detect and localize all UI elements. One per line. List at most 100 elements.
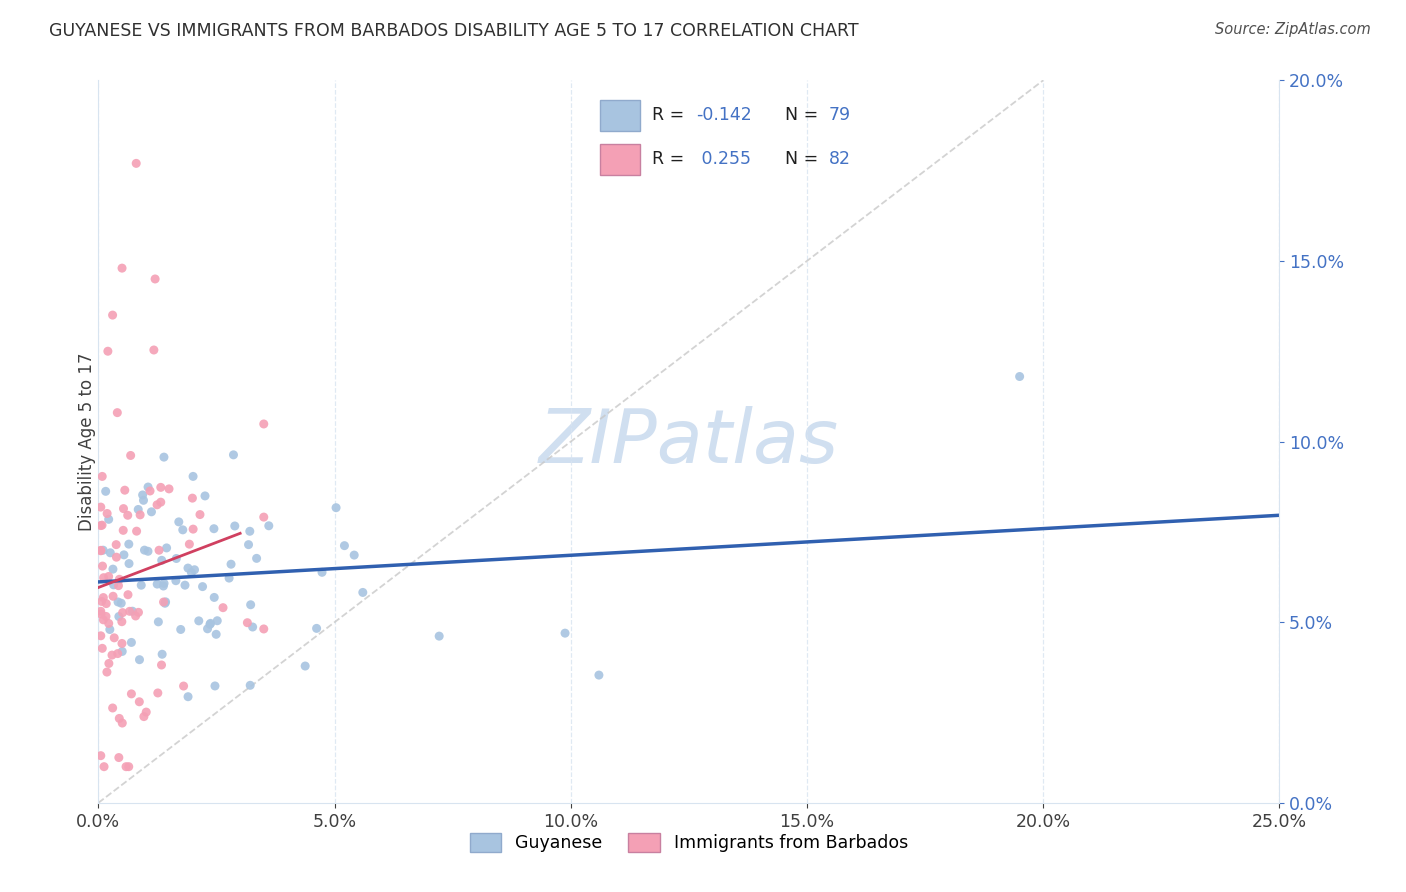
Point — [129, 508, 152, 522]
Point — [148, 615, 170, 629]
Point — [143, 272, 166, 286]
Point — [239, 678, 262, 692]
Point — [207, 614, 229, 628]
Point — [108, 572, 131, 586]
Point — [117, 508, 139, 523]
Point — [188, 508, 211, 522]
Point — [96, 507, 118, 521]
Point — [125, 524, 148, 538]
Point — [180, 566, 202, 580]
Legend: Guyanese, Immigrants from Barbados: Guyanese, Immigrants from Barbados — [463, 826, 915, 859]
Point — [132, 493, 155, 508]
Point — [90, 500, 112, 514]
FancyBboxPatch shape — [600, 101, 640, 131]
Point — [93, 571, 115, 585]
Point — [107, 579, 129, 593]
Point — [105, 550, 128, 565]
Text: 82: 82 — [828, 151, 851, 169]
Text: -0.142: -0.142 — [696, 106, 751, 124]
Point — [152, 595, 174, 609]
Point — [257, 518, 280, 533]
Point — [111, 716, 134, 731]
Point — [112, 548, 135, 562]
Point — [150, 647, 173, 661]
Point — [97, 657, 120, 671]
Point — [120, 635, 142, 649]
Point — [134, 543, 156, 558]
Point — [114, 483, 136, 498]
Point — [90, 543, 112, 558]
Point — [172, 523, 194, 537]
Point — [148, 543, 170, 558]
Point — [167, 515, 190, 529]
Point — [136, 480, 159, 494]
Point — [101, 308, 124, 322]
Point — [97, 512, 120, 526]
Point — [108, 750, 131, 764]
Point — [107, 595, 129, 609]
Point — [141, 505, 163, 519]
Text: ZIPatlas: ZIPatlas — [538, 406, 839, 477]
Point — [236, 615, 259, 630]
Point — [94, 609, 117, 624]
Point — [198, 617, 221, 632]
Point — [117, 588, 139, 602]
Point — [165, 574, 187, 588]
Point — [173, 679, 195, 693]
Point — [246, 551, 269, 566]
Point — [90, 543, 112, 558]
Point — [108, 711, 131, 725]
FancyBboxPatch shape — [600, 145, 640, 176]
Point — [97, 344, 120, 359]
Point — [224, 519, 246, 533]
Point — [146, 498, 169, 512]
Point — [93, 760, 115, 774]
Point — [105, 538, 128, 552]
Point — [174, 578, 197, 592]
Point — [153, 450, 176, 464]
Point — [94, 484, 117, 499]
Point — [98, 546, 121, 560]
Text: N =: N = — [786, 151, 824, 169]
Point — [181, 469, 204, 483]
Point — [146, 686, 169, 700]
Point — [222, 448, 245, 462]
Point — [91, 543, 114, 558]
Point — [238, 538, 260, 552]
Point — [107, 647, 129, 661]
Point — [253, 510, 276, 524]
Point — [219, 558, 242, 572]
Y-axis label: Disability Age 5 to 17: Disability Age 5 to 17 — [79, 352, 96, 531]
Point — [101, 701, 124, 715]
Point — [103, 578, 125, 592]
Point — [427, 629, 450, 643]
Point — [90, 604, 112, 618]
Point — [170, 623, 193, 637]
Point — [200, 616, 222, 631]
Point — [177, 690, 200, 704]
Point — [101, 648, 124, 662]
Point — [146, 577, 169, 591]
Point — [98, 623, 121, 637]
Text: N =: N = — [786, 106, 824, 124]
Point — [153, 576, 176, 591]
Point — [157, 482, 180, 496]
Point — [205, 627, 228, 641]
Point — [588, 668, 610, 682]
Point — [136, 544, 159, 558]
Point — [111, 644, 134, 658]
Point — [101, 589, 124, 603]
Point — [90, 518, 112, 533]
Point — [128, 695, 150, 709]
Point — [212, 600, 235, 615]
Point — [96, 597, 118, 611]
Point — [108, 609, 131, 624]
Point — [155, 595, 177, 609]
Point — [142, 343, 165, 357]
Point — [352, 585, 374, 599]
Point — [124, 609, 146, 624]
Point — [242, 620, 264, 634]
Point — [239, 598, 262, 612]
Point — [202, 522, 225, 536]
Point — [115, 760, 138, 774]
